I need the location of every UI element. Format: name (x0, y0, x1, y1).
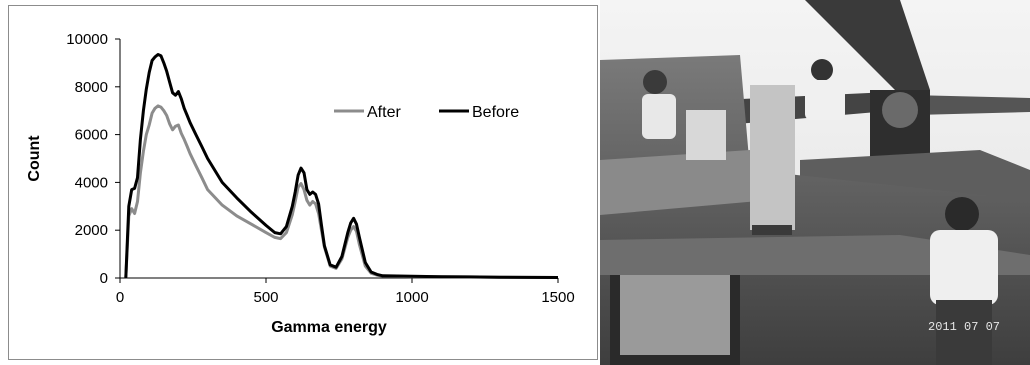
x-axis-title: Gamma energy (271, 319, 387, 336)
series-line-after (124, 104, 559, 279)
helicopter-inspection-photo: 2011 07 07 (600, 0, 1030, 365)
worker-right (930, 197, 998, 365)
rotor-mast (882, 92, 918, 128)
worker-left (642, 70, 726, 160)
fuselage-panel (600, 150, 770, 215)
cabin-window (620, 270, 730, 355)
y-tick-label: 8000 (75, 79, 108, 96)
legend-label-before: Before (472, 104, 519, 121)
x-tick-label: 500 (253, 289, 278, 306)
y-tick-label: 0 (100, 270, 108, 287)
y-tick-label: 2000 (75, 222, 108, 239)
chart-panel: 0 2000 4000 6000 8000 10000 0 500 1000 1500 Gamma … (8, 5, 598, 360)
walkway-panel (600, 235, 1030, 275)
series-line-before (124, 53, 559, 279)
rotor-blade-right (910, 95, 1030, 115)
x-tick-label: 1500 (541, 289, 574, 306)
gamma-spectrum-chart: 0 2000 4000 6000 8000 10000 0 500 1000 1500 Gamma … (26, 31, 575, 336)
date-stamp: 2011 07 07 (928, 320, 1000, 334)
rotor-blade-top (805, 0, 930, 95)
y-axis-title: Count (26, 135, 43, 182)
y-tick-label: 4000 (75, 174, 108, 191)
legend-label-after: After (367, 104, 401, 121)
y-tick-label: 10000 (66, 31, 108, 48)
x-tick-label: 0 (116, 289, 124, 306)
worker-center (750, 59, 845, 235)
x-tick-label: 1000 (395, 289, 428, 306)
y-tick-label: 6000 (75, 127, 108, 144)
